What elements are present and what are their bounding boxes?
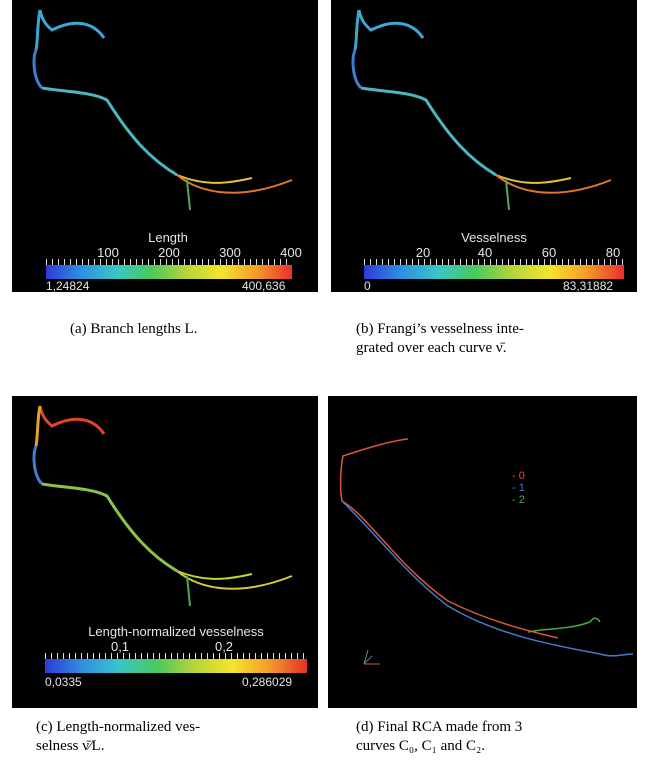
vessel-tree-rendering [32, 405, 293, 607]
colorbar-title: Vesselness [461, 230, 527, 245]
colorbar-ticks [364, 259, 624, 265]
colorbar-tick-label: 0,1 [110, 639, 130, 654]
rca-curves-rendering [339, 438, 634, 665]
colorbar-max-label: 400,636 [242, 279, 286, 292]
caption-b: (b) Frangi’s vesselness inte- grated ove… [356, 321, 524, 356]
colorbar-ticks [46, 259, 292, 265]
colorbar-max-label: 83,31882 [563, 279, 614, 292]
panel-a-branch-lengths: Length 100 200 300 400 1,24824 400,636 [12, 0, 318, 292]
colorbar-tick-label: 60 [541, 245, 557, 260]
colorbar-tick-label: 40 [477, 245, 493, 260]
legend-item-0: - 0 [512, 470, 525, 482]
legend-item-2: - 2 [512, 494, 525, 506]
colorbar-tick-label: 100 [97, 245, 119, 260]
caption-a: (a) Branch lengths L. [70, 321, 198, 337]
caption-c: (c) Length-normalized ves- selness ν̄⁄L. [36, 719, 201, 754]
panel-d-final-rca: - 0 - 1 - 2 [328, 396, 637, 708]
colorbar-ticks [45, 653, 307, 659]
vessel-tree-rendering [351, 9, 612, 211]
colorbar-tick-label: 300 [219, 245, 241, 260]
colorbar [364, 265, 624, 279]
colorbar-tick-label: 0,2 [214, 639, 234, 654]
colorbar-max-label: 0,286029 [242, 675, 293, 689]
colorbar-title: Length-normalized vesselness [88, 624, 264, 639]
colorbar-tick-label: 200 [158, 245, 180, 260]
colorbar-min-label: 1,24824 [46, 279, 90, 292]
colorbar-tick-label: 400 [280, 245, 302, 260]
colorbar [46, 265, 292, 279]
colorbar-title: Length [148, 230, 188, 245]
colorbar [45, 659, 307, 673]
legend-item-1: - 1 [512, 482, 525, 494]
caption-d: (d) Final RCA made from 3 curves C₀, C₁ … [356, 719, 523, 754]
colorbar-min-label: 0 [364, 279, 371, 292]
colorbar-tick-label: 80 [605, 245, 621, 260]
colorbar-tick-label: 20 [415, 245, 431, 260]
colorbar-min-label: 0,0335 [45, 675, 82, 689]
vessel-tree-rendering [32, 9, 293, 211]
panel-b-vesselness: Vesselness 20 40 60 80 0 83,31882 [331, 0, 637, 292]
panel-c-length-normalized-vesselness: Length-normalized vesselness 0,1 0,2 0,0… [12, 396, 318, 708]
